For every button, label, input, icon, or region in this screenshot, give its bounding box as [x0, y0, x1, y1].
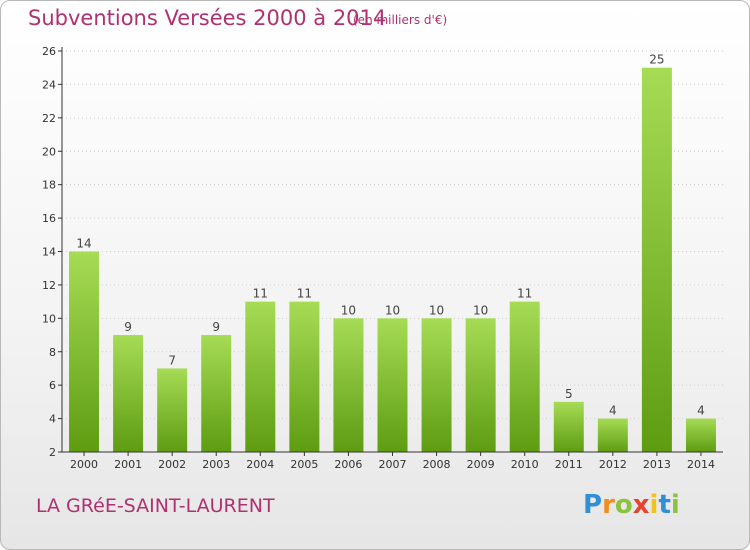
- x-tick-label: 2003: [202, 458, 230, 471]
- bar: [465, 318, 496, 452]
- logo-letter: o: [614, 490, 633, 520]
- x-tick-label: 2009: [467, 458, 495, 471]
- y-tick-label: 10: [42, 312, 56, 325]
- proxiti-logo[interactable]: Proxiti: [583, 490, 680, 520]
- x-tick-label: 2005: [290, 458, 318, 471]
- y-tick-label: 4: [49, 413, 56, 426]
- bar: [245, 301, 276, 452]
- bar: [421, 318, 452, 452]
- bar: [201, 335, 232, 452]
- y-tick-label: 20: [42, 145, 56, 158]
- bar: [597, 418, 628, 452]
- bar: [685, 418, 716, 452]
- x-tick-label: 2013: [643, 458, 671, 471]
- bar-value-label: 25: [649, 53, 664, 67]
- bar-value-label: 11: [253, 287, 268, 301]
- bar-value-label: 10: [429, 303, 444, 317]
- x-tick-label: 2010: [511, 458, 539, 471]
- bar: [377, 318, 408, 452]
- bar-value-label: 10: [341, 303, 356, 317]
- x-tick-label: 2001: [114, 458, 142, 471]
- bar-value-label: 11: [517, 287, 532, 301]
- x-tick-label: 2000: [70, 458, 98, 471]
- y-tick-label: 6: [49, 379, 56, 392]
- logo-letter: P: [583, 490, 603, 520]
- x-tick-label: 2014: [687, 458, 715, 471]
- x-tick-label: 2012: [599, 458, 627, 471]
- bar-value-label: 10: [385, 303, 400, 317]
- logo-letter: x: [632, 490, 650, 520]
- y-tick-label: 12: [42, 279, 56, 292]
- x-tick-label: 2006: [334, 458, 362, 471]
- bar-value-label: 5: [565, 387, 573, 401]
- bar-value-label: 9: [212, 320, 220, 334]
- bar-value-label: 9: [124, 320, 132, 334]
- bar-value-label: 10: [473, 303, 488, 317]
- logo-letter: i: [649, 490, 659, 520]
- chart-title: Subventions Versées 2000 à 2014: [28, 6, 387, 30]
- y-tick-label: 18: [42, 179, 56, 192]
- y-tick-label: 14: [42, 246, 56, 259]
- y-tick-label: 26: [42, 45, 56, 58]
- logo-letter: r: [602, 490, 615, 520]
- bar-value-label: 7: [168, 353, 176, 367]
- bar: [333, 318, 364, 452]
- chart-unit: (en milliers d'€): [353, 13, 448, 27]
- y-tick-label: 8: [49, 346, 56, 359]
- bar: [289, 301, 320, 452]
- bar-value-label: 4: [609, 404, 617, 418]
- x-tick-label: 2011: [555, 458, 583, 471]
- x-tick-label: 2008: [423, 458, 451, 471]
- commune-name: LA GRéE-SAINT-LAURENT: [36, 495, 275, 517]
- bar: [553, 401, 584, 452]
- x-tick-label: 2007: [379, 458, 407, 471]
- bar-value-label: 14: [76, 237, 91, 251]
- logo-letter: i: [670, 490, 680, 520]
- y-tick-label: 22: [42, 112, 56, 125]
- bar: [509, 301, 540, 452]
- x-tick-label: 2002: [158, 458, 186, 471]
- y-tick-label: 16: [42, 212, 56, 225]
- bar-value-label: 11: [297, 287, 312, 301]
- y-tick-label: 24: [42, 78, 56, 91]
- y-tick-label: 2: [49, 446, 56, 459]
- bar: [113, 335, 144, 452]
- bar: [157, 368, 188, 452]
- bar-value-label: 4: [697, 404, 705, 418]
- x-tick-label: 2004: [246, 458, 274, 471]
- logo-letter: t: [658, 490, 671, 520]
- bar: [69, 251, 100, 452]
- bar: [641, 67, 672, 452]
